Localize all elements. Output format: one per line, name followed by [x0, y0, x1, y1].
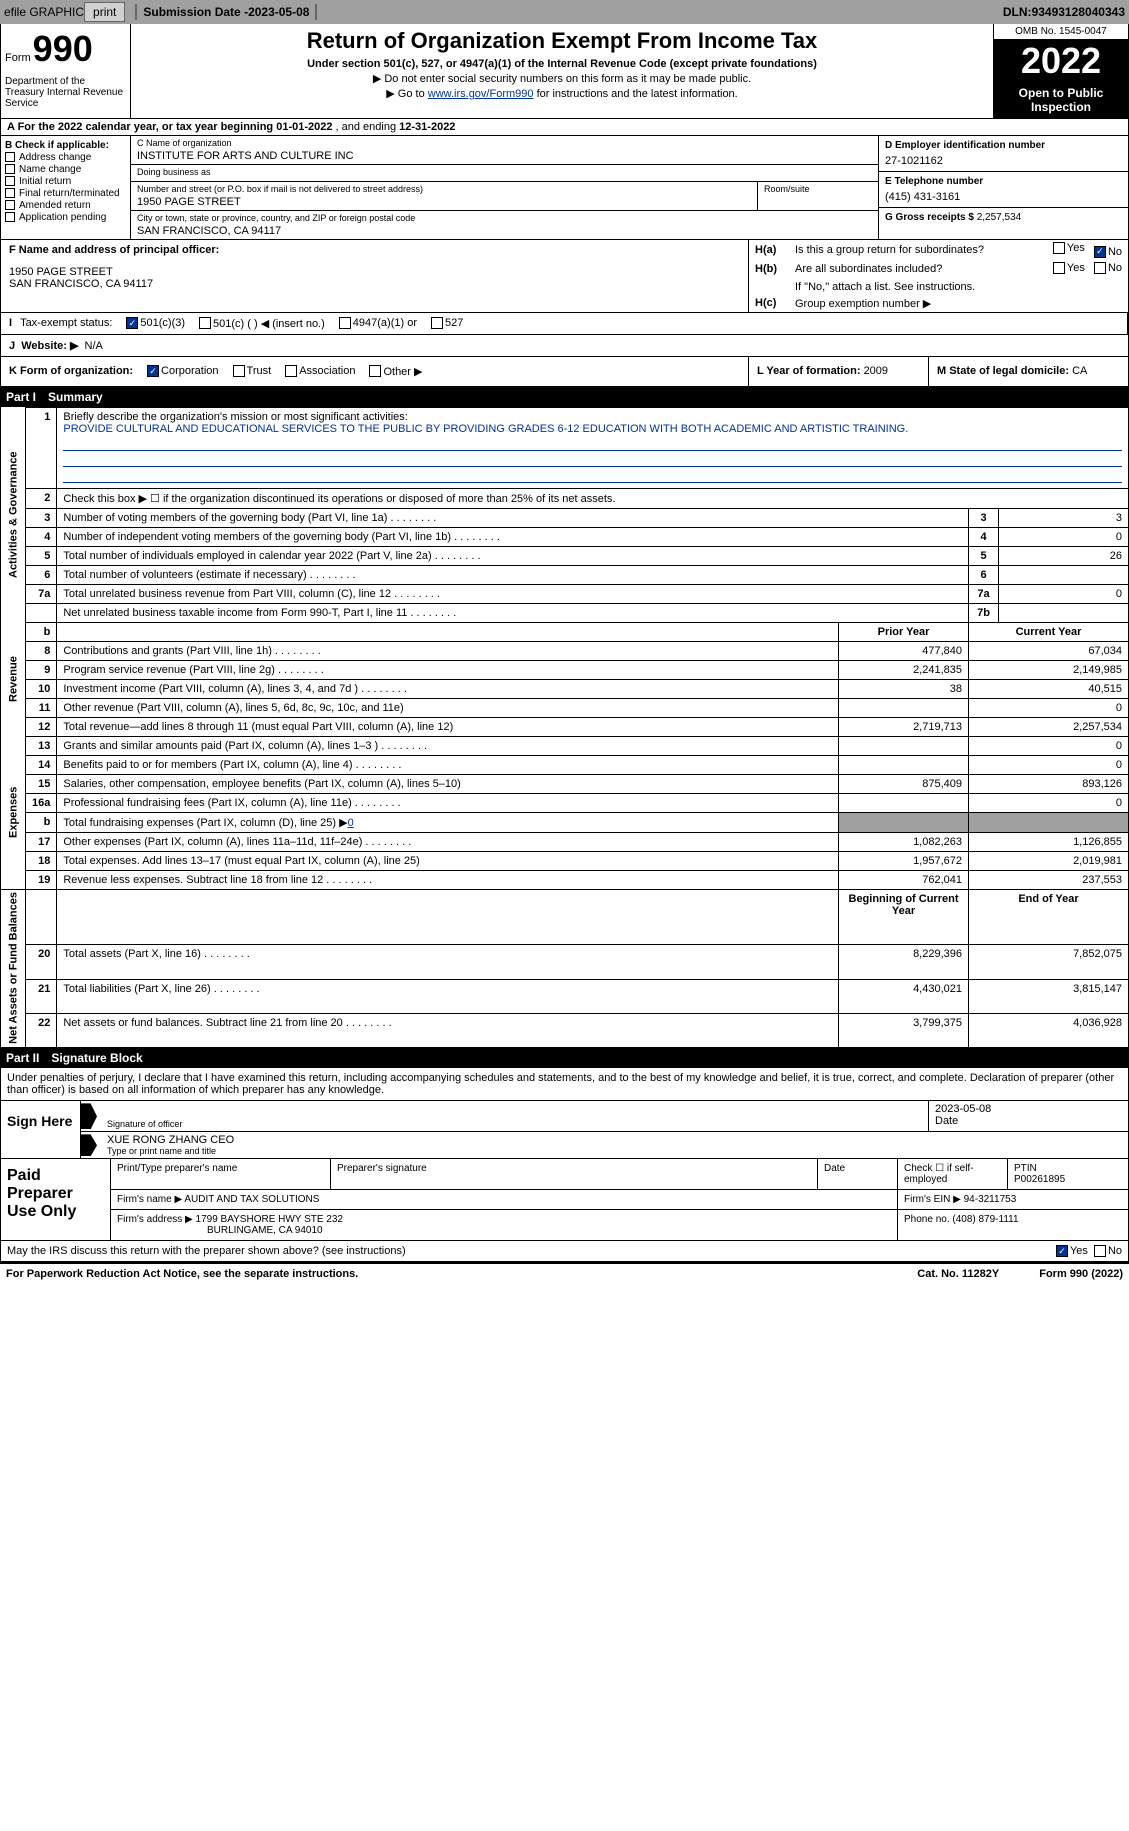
officer-name: XUE RONG ZHANG CEO: [107, 1134, 1122, 1146]
sign-here-label: Sign Here: [1, 1101, 81, 1158]
checkbox[interactable]: [5, 188, 15, 198]
phone: (415) 431-3161: [885, 191, 1122, 203]
ein: 27-1021162: [885, 155, 1122, 167]
section-fh: F Name and address of principal officer:…: [0, 240, 1129, 313]
dln-value: 93493128040343: [1032, 5, 1125, 19]
section-l: L Year of formation: 2009: [748, 357, 928, 386]
form-note-1: ▶ Do not enter social security numbers o…: [139, 72, 985, 85]
submission-date: 2023-05-08: [248, 5, 309, 19]
city-state-zip: SAN FRANCISCO, CA 94117: [137, 225, 872, 237]
irs-link[interactable]: www.irs.gov/Form990: [428, 88, 534, 100]
arrow-icon: [81, 1134, 97, 1156]
checkbox-checked[interactable]: ✓: [1056, 1245, 1068, 1257]
top-toolbar: efile GRAPHIC print Submission Date - 20…: [0, 0, 1129, 24]
section-j: J Website: ▶ N/A: [0, 335, 1129, 357]
perjury-statement: Under penalties of perjury, I declare th…: [0, 1068, 1129, 1101]
prep-phone: (408) 879-1111: [952, 1214, 1018, 1225]
checkbox[interactable]: [431, 317, 443, 329]
form-number: 990: [33, 28, 93, 70]
checkbox[interactable]: [233, 365, 245, 377]
val-3: 3: [999, 508, 1129, 527]
print-button[interactable]: print: [84, 2, 125, 22]
checkbox[interactable]: [5, 212, 15, 222]
part-2-header: Part II Signature Block: [0, 1048, 1129, 1068]
gross-receipts: 2,257,534: [977, 212, 1022, 223]
section-m: M State of legal domicile: CA: [928, 357, 1128, 386]
checkbox[interactable]: [5, 200, 15, 210]
side-governance: Activities & Governance: [1, 407, 26, 622]
tax-year: 2022: [994, 40, 1128, 82]
footer-line: For Paperwork Reduction Act Notice, see …: [0, 1262, 1129, 1284]
side-revenue: Revenue: [1, 622, 26, 736]
checkbox-checked[interactable]: ✓: [126, 317, 138, 329]
checkbox[interactable]: [1094, 1245, 1106, 1257]
val-7a: 0: [999, 584, 1129, 603]
checkbox[interactable]: [1053, 242, 1065, 254]
dln-label: DLN:: [1003, 5, 1032, 19]
checkbox[interactable]: [5, 152, 15, 162]
firm-name: AUDIT AND TAX SOLUTIONS: [184, 1194, 319, 1205]
section-h: H(a) Is this a group return for subordin…: [748, 240, 1128, 312]
val-5: 26: [999, 546, 1129, 565]
arrow-icon: [81, 1103, 97, 1129]
discuss-row: May the IRS discuss this return with the…: [0, 1241, 1129, 1262]
section-b: B Check if applicable: Address change Na…: [1, 136, 131, 239]
checkbox[interactable]: [1053, 262, 1065, 274]
checkbox[interactable]: [199, 317, 211, 329]
section-klm: K Form of organization: ✓Corporation Tru…: [0, 357, 1129, 387]
checkbox[interactable]: [1094, 262, 1106, 274]
side-expenses: Expenses: [1, 736, 26, 889]
section-c: C Name of organization INSTITUTE FOR ART…: [131, 136, 878, 239]
section-i: I Tax-exempt status: ✓501(c)(3) 501(c) (…: [0, 313, 1129, 335]
omb-number: OMB No. 1545-0047: [994, 24, 1128, 40]
inspection-label: Open to Public Inspection: [994, 82, 1128, 118]
checkbox-checked[interactable]: ✓: [147, 365, 159, 377]
separator: [315, 4, 317, 20]
website: N/A: [85, 340, 103, 352]
section-a-dates: A For the 2022 calendar year, or tax yea…: [0, 119, 1129, 136]
form-header: Form 990 Department of the Treasury Inte…: [0, 24, 1129, 119]
checkbox[interactable]: [369, 365, 381, 377]
val-6: [999, 565, 1129, 584]
signature-block: Under penalties of perjury, I declare th…: [0, 1068, 1129, 1262]
org-name: INSTITUTE FOR ARTS AND CULTURE INC: [137, 150, 872, 162]
ptin: P00261895: [1014, 1174, 1065, 1185]
submission-label: Submission Date -: [143, 5, 248, 19]
checkbox-checked[interactable]: ✓: [1094, 246, 1106, 258]
section-d: D Employer identification number 27-1021…: [878, 136, 1128, 239]
form-title: Return of Organization Exempt From Incom…: [139, 28, 985, 54]
form-label: Form: [5, 52, 31, 64]
form-subtitle: Under section 501(c), 527, or 4947(a)(1)…: [139, 58, 985, 70]
dept-label: Department of the Treasury Internal Reve…: [5, 76, 126, 109]
mission-text: PROVIDE CULTURAL AND EDUCATIONAL SERVICE…: [63, 423, 908, 435]
val-7b: [999, 603, 1129, 622]
val-4: 0: [999, 527, 1129, 546]
form-note-2: ▶ Go to www.irs.gov/Form990 for instruct…: [139, 87, 985, 100]
summary-table: Activities & Governance 1 Briefly descri…: [0, 407, 1129, 1049]
checkbox[interactable]: [285, 365, 297, 377]
part-1-header: Part I Summary: [0, 387, 1129, 407]
firm-ein: 94-3211753: [964, 1194, 1017, 1205]
section-bcd: B Check if applicable: Address change Na…: [0, 136, 1129, 240]
section-f: F Name and address of principal officer:…: [1, 240, 748, 312]
checkbox[interactable]: [339, 317, 351, 329]
side-net-assets: Net Assets or Fund Balances: [1, 889, 26, 1048]
checkbox[interactable]: [5, 164, 15, 174]
section-k: K Form of organization: ✓Corporation Tru…: [1, 357, 748, 386]
checkbox[interactable]: [5, 176, 15, 186]
efile-label: efile GRAPHIC: [4, 5, 84, 19]
paid-preparer-label: Paid Preparer Use Only: [1, 1159, 111, 1240]
street: 1950 PAGE STREET: [137, 196, 751, 208]
separator: [135, 4, 137, 20]
